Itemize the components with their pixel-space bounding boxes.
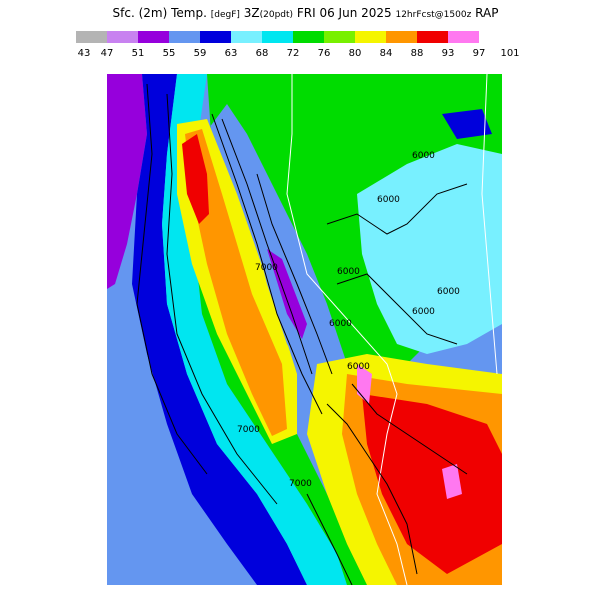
desert-red	[362, 394, 502, 574]
legend-tick-label: 93	[441, 48, 455, 59]
contour-label: 6000	[337, 267, 360, 277]
legend-tick-label: 55	[162, 48, 176, 59]
legend-tick-label: 101	[500, 48, 520, 59]
legend-tick-label: 63	[224, 48, 238, 59]
contour-label: 6000	[347, 362, 370, 372]
title-run: 3Z	[243, 6, 260, 20]
contour-label: 6000	[412, 151, 435, 161]
legend-tick-label: 88	[410, 48, 424, 59]
legend-swatch	[355, 31, 386, 43]
hot-spot-north	[182, 134, 209, 224]
legend-swatch	[169, 31, 200, 43]
legend-tick-label: 72	[286, 48, 300, 59]
legend-tick-label: 47	[100, 48, 114, 59]
ne-cold-spot	[442, 109, 492, 139]
contour-label: 6000	[329, 319, 352, 329]
desert-pink-2	[442, 464, 462, 499]
legend-swatch	[417, 31, 448, 43]
legend-swatch	[324, 31, 355, 43]
contour-lines	[136, 83, 468, 585]
legend-swatch	[293, 31, 324, 43]
color-legend-bar	[76, 31, 479, 43]
legend-swatch	[448, 31, 479, 43]
cold-zone-nw	[107, 74, 147, 289]
contour-label: 6000	[412, 307, 435, 317]
legend-swatch	[386, 31, 417, 43]
legend-tick-label: 51	[131, 48, 145, 59]
contour-label: 7000	[255, 263, 278, 273]
legend-tick-label: 84	[379, 48, 393, 59]
legend-swatch	[138, 31, 169, 43]
contour-label: 7000	[289, 479, 312, 489]
contour-label: 6000	[437, 287, 460, 297]
legend-tick-label: 43	[77, 48, 91, 59]
title-run-note: (20pdt)	[259, 10, 294, 20]
state-borders	[286, 74, 498, 585]
chart-title: Sfc. (2m) Temp. [degF] 3Z(20pdt) FRI 06 …	[0, 6, 611, 20]
legend-swatch	[76, 31, 107, 43]
title-units: [degF]	[210, 10, 240, 20]
title-fcst: 12hrFcst@1500z	[395, 10, 472, 20]
legend-tick-label: 97	[472, 48, 486, 59]
title-main: Sfc. (2m) Temp.	[112, 6, 207, 20]
legend-swatch	[262, 31, 293, 43]
title-model: RAP	[475, 6, 499, 20]
contour-label: 6000	[377, 195, 400, 205]
legend-tick-label: 76	[317, 48, 331, 59]
temperature-map: 6000 6000 6000 6000 7000 6000 6000 6000 …	[107, 74, 502, 585]
central-valley-orange	[185, 129, 287, 436]
great-basin-cyan	[357, 144, 502, 354]
legend-tick-label: 68	[255, 48, 269, 59]
legend-swatch	[107, 31, 138, 43]
map-svg: 6000 6000 6000 6000 7000 6000 6000 6000 …	[107, 74, 502, 585]
contour-labels: 6000 6000 6000 6000 7000 6000 6000 6000 …	[237, 151, 460, 489]
contour-label: 7000	[237, 425, 260, 435]
title-date: FRI 06 Jun 2025	[296, 6, 392, 20]
legend-swatch	[200, 31, 231, 43]
legend-tick-label: 59	[193, 48, 207, 59]
color-legend-ticks: 43 47 51 55 59 63 68 72 76 80 84 88 93 97 101	[76, 48, 556, 62]
legend-swatch	[231, 31, 262, 43]
legend-tick-label: 80	[348, 48, 362, 59]
